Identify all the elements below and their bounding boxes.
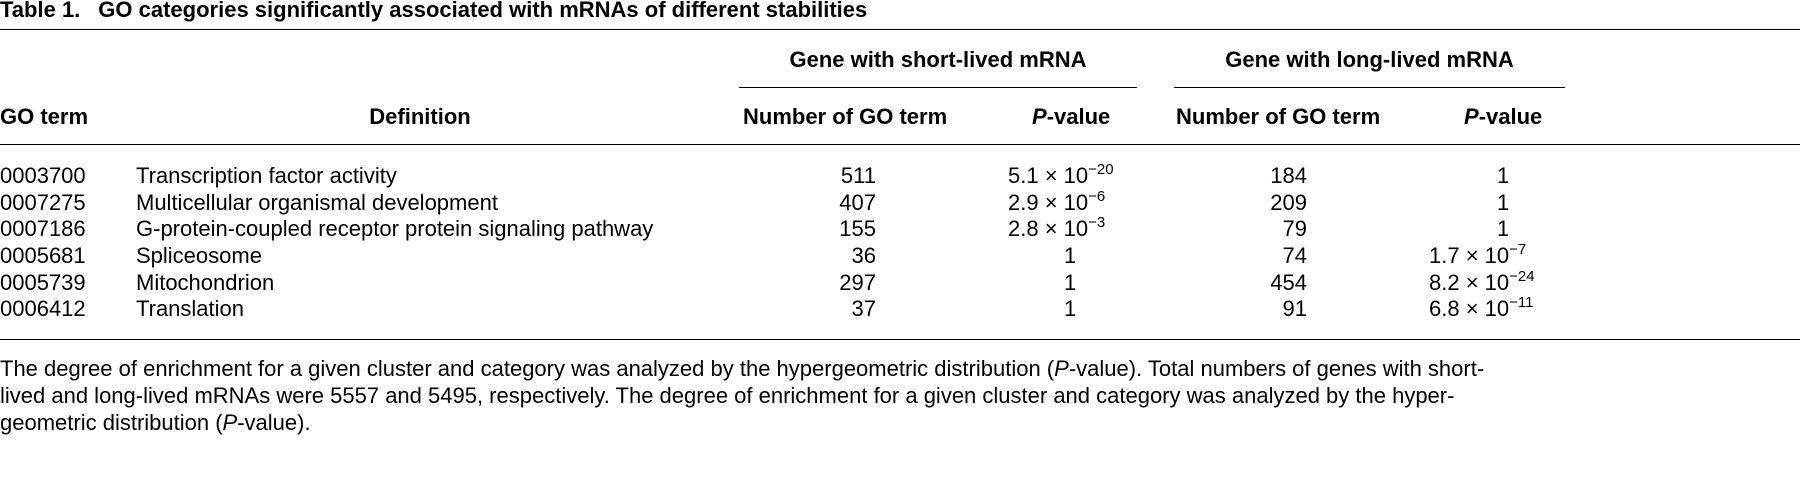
short-pvalue-cell: 2.9 × 10−6: [1008, 187, 1106, 219]
column-header-number-short: Number of GO term: [743, 104, 948, 129]
table-row: 0005681 Spliceosome 36 1 74 1.7 × 10−7: [0, 241, 1800, 272]
pvalue-mantissa: 1: [1064, 269, 1077, 295]
long-pvalue-cell: 1: [1497, 190, 1509, 216]
short-lived-group-rule: [739, 87, 1137, 88]
top-rule: [0, 29, 1800, 30]
long-lived-group-rule: [1174, 87, 1565, 88]
pvalue-mantissa: 5.1 × 10: [1008, 163, 1089, 188]
short-pvalue-cell: 1: [1064, 270, 1076, 296]
table-row: 0006412 Translation 37 1 91 6.8 × 10−11: [0, 294, 1800, 325]
footnote-line-3: geometric distribution (P-value).: [0, 409, 1568, 436]
table-footnote: The degree of enrichment for a given clu…: [0, 355, 1568, 436]
long-pvalue-cell: 6.8 × 10−11: [1429, 294, 1534, 325]
go-term-cell: 0007186: [0, 216, 86, 242]
go-term-cell: 0007275: [0, 189, 86, 215]
pvalue-exponent: −11: [1509, 294, 1534, 312]
long-pvalue-cell: 1: [1497, 216, 1509, 242]
table-row: 0007186 G-protein-coupled receptor prote…: [0, 214, 1800, 245]
long-number-cell: 454: [1270, 269, 1307, 295]
long-number-cell: 209: [1270, 189, 1307, 215]
definition-cell: Mitochondrion: [136, 269, 275, 295]
long-number-cell: 74: [1282, 243, 1307, 269]
column-header-pvalue-short: P-value: [1032, 103, 1110, 131]
pvalue-exponent: −7: [1509, 241, 1527, 259]
footnote-text: The degree of enrichment for a given clu…: [0, 356, 1055, 381]
pvalue-mantissa: 6.8 × 10: [1429, 296, 1510, 322]
definition-cell: G-protein-coupled receptor protein signa…: [136, 216, 654, 242]
short-number-cell: 36: [851, 243, 876, 269]
definition-cell: Multicellular organismal development: [136, 189, 498, 215]
short-number-cell: 37: [851, 296, 876, 322]
pvalue-mantissa: 1: [1497, 163, 1510, 188]
pvalue-suffix: -value: [1046, 104, 1111, 129]
pvalue-exponent: −3: [1088, 214, 1106, 232]
table-row: 0003700 Transcription factor activity 51…: [0, 161, 1800, 192]
table-row: 0007275 Multicellular organismal develop…: [0, 187, 1800, 219]
go-term-cell: 0005739: [0, 269, 86, 295]
pvalue-exponent: −24: [1509, 267, 1535, 285]
pvalue-italic: P: [1464, 104, 1479, 129]
pvalue-mantissa: 1: [1064, 296, 1077, 322]
footnote-text: geometric distribution (: [0, 410, 223, 435]
footnote-text: -value).: [237, 410, 311, 435]
pvalue-mantissa: 8.2 × 10: [1429, 269, 1510, 295]
short-pvalue-cell: 1: [1064, 296, 1076, 322]
pvalue-mantissa: 1: [1064, 243, 1077, 269]
pvalue-mantissa: 1.7 × 10: [1429, 243, 1510, 269]
footnote-line-2: lived and long-lived mRNAs were 5557 and…: [0, 383, 1455, 408]
column-header-go-term: GO term: [0, 104, 89, 129]
definition-cell: Transcription factor activity: [136, 163, 397, 188]
long-pvalue-cell: 8.2 × 10−24: [1429, 267, 1535, 299]
table-caption: Table 1. GO categories significantly asso…: [0, 0, 867, 24]
go-term-cell: 0003700: [0, 163, 86, 188]
table-body: 0003700 Transcription factor activity 51…: [0, 161, 1800, 325]
pvalue-italic: P: [1032, 104, 1047, 129]
table-caption-text: GO categories significantly associated w…: [98, 0, 868, 22]
go-term-cell: 0005681: [0, 243, 86, 269]
pvalue-mantissa: 2.8 × 10: [1008, 216, 1089, 242]
pvalue-mantissa: 1: [1497, 216, 1510, 242]
table-caption-label: Table 1.: [0, 0, 81, 22]
footnote-italic-p: P: [1054, 356, 1069, 381]
long-number-cell: 79: [1282, 216, 1307, 242]
column-header-pvalue-long: P-value: [1464, 103, 1542, 131]
long-number-cell: 91: [1282, 296, 1307, 322]
pvalue-exponent: −6: [1088, 187, 1106, 205]
group-header-short-lived: Gene with short-lived mRNA: [789, 47, 1087, 72]
long-pvalue-cell: 1: [1497, 163, 1509, 189]
definition-cell: Spliceosome: [136, 243, 262, 269]
short-pvalue-cell: 2.8 × 10−3: [1008, 214, 1106, 245]
footnote-line-1: The degree of enrichment for a given clu…: [0, 355, 1568, 382]
column-header-definition: Definition: [369, 104, 471, 129]
long-number-cell: 184: [1270, 163, 1307, 188]
pvalue-mantissa: 2.9 × 10: [1008, 189, 1089, 215]
short-number-cell: 297: [839, 269, 876, 295]
pvalue-exponent: −20: [1088, 161, 1114, 178]
short-number-cell: 155: [839, 216, 876, 242]
bottom-rule: [0, 339, 1800, 340]
pvalue-suffix: -value: [1478, 104, 1543, 129]
short-number-cell: 511: [840, 163, 876, 188]
short-number-cell: 407: [839, 189, 876, 215]
table-row: 0005739 Mitochondrion 297 1 454 8.2 × 10…: [0, 267, 1800, 299]
header-rule: [0, 144, 1800, 145]
definition-cell: Translation: [136, 296, 245, 322]
short-pvalue-cell: 1: [1064, 243, 1076, 269]
footnote-italic-p: P: [222, 410, 238, 435]
column-header-number-long: Number of GO term: [1176, 104, 1381, 129]
short-pvalue-cell: 5.1 × 10−20: [1008, 161, 1114, 192]
pvalue-mantissa: 1: [1497, 189, 1510, 215]
go-term-cell: 0006412: [0, 296, 86, 322]
footnote-text: -value). Total numbers of genes with sho…: [1068, 356, 1485, 381]
group-header-long-lived: Gene with long-lived mRNA: [1225, 47, 1514, 72]
long-pvalue-cell: 1.7 × 10−7: [1429, 241, 1527, 272]
